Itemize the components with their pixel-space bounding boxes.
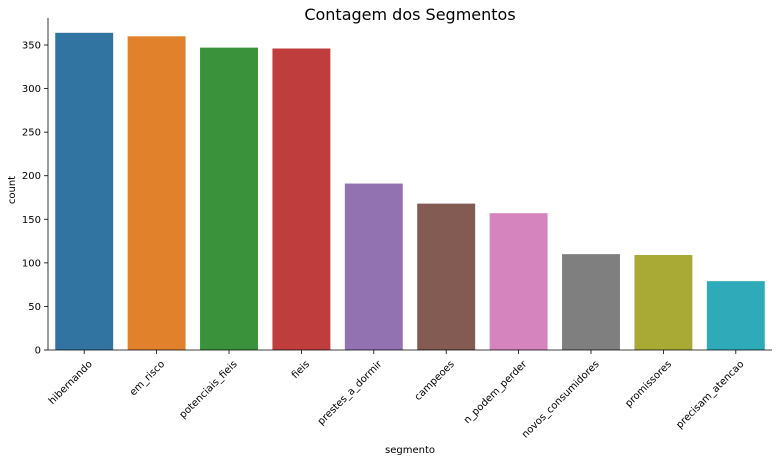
bar-prestes-a-dormir	[344, 183, 403, 350]
bar-em-risco	[127, 36, 186, 351]
x-tick-label: novos_consumidores	[520, 359, 602, 441]
bar-fieis	[272, 48, 331, 350]
y-tick-label: 250	[22, 128, 41, 139]
y-tick-label: 50	[28, 302, 41, 313]
x-tick-label: hibernando	[47, 359, 95, 407]
y-tick-label: 100	[22, 258, 41, 269]
bar-promissores	[634, 255, 693, 350]
x-axis-label: segmento	[385, 445, 435, 456]
bar-precisam-atencao	[706, 281, 765, 350]
x-tick-label: campeoes	[413, 359, 457, 403]
bar-potenciais-fieis	[200, 47, 258, 350]
x-tick-label: em_risco	[128, 359, 167, 398]
y-tick-label: 300	[22, 84, 41, 95]
y-tick-label: 350	[22, 41, 41, 52]
y-tick-label: 150	[22, 215, 41, 226]
y-tick-label: 0	[35, 346, 41, 357]
bar-n-podem-perder	[489, 213, 548, 350]
bar-hibernando	[55, 32, 114, 351]
bar-novos-consumidores	[562, 254, 620, 350]
x-tick-label: promissores	[623, 359, 674, 410]
x-ticks-layer: hibernando em_risco potenciais_fieis fieis p…	[47, 350, 746, 441]
y-axis-label: count	[7, 176, 18, 204]
x-tick-label: precisam_atencao	[674, 359, 746, 431]
bar-campeoes	[417, 203, 476, 350]
y-tick-label: 200	[22, 171, 41, 182]
y-ticks-layer: 0 50 100 150 200 250 300 350	[22, 41, 48, 357]
chart-title: Contagem dos Segmentos	[304, 5, 515, 24]
x-tick-label: prestes_a_dormir	[316, 358, 385, 427]
x-tick-label: potenciais_fieis	[178, 359, 240, 421]
bars-layer	[55, 32, 765, 351]
x-tick-label: fieis	[290, 359, 312, 381]
x-tick-label: n_podem_perder	[462, 358, 530, 426]
